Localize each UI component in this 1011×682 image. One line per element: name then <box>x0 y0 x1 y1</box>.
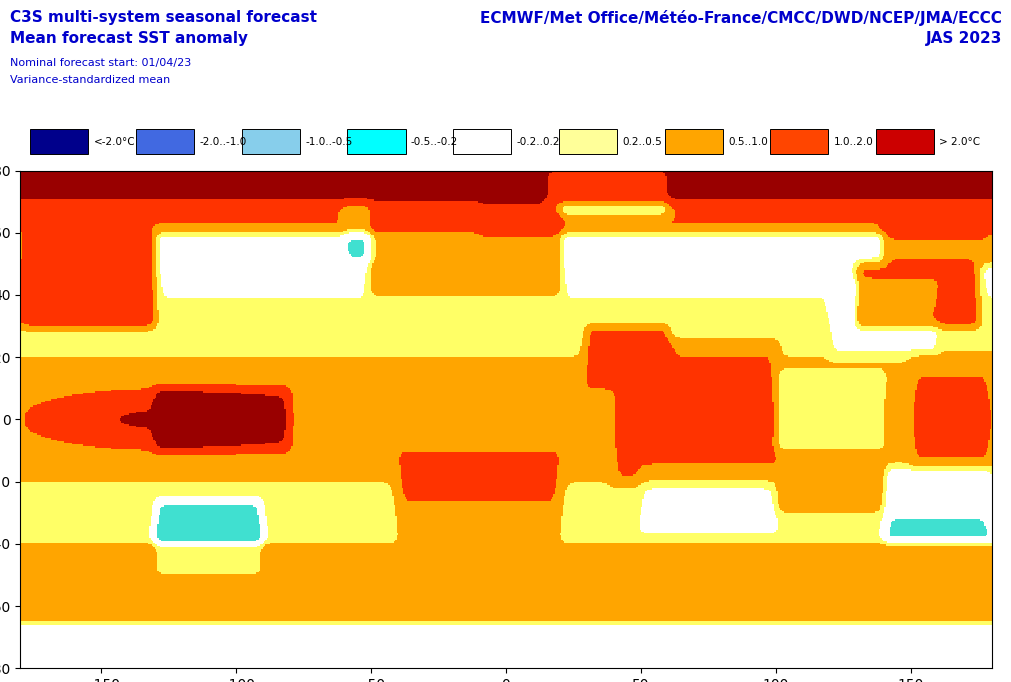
Text: C3S multi-system seasonal forecast: C3S multi-system seasonal forecast <box>10 10 316 25</box>
FancyBboxPatch shape <box>769 129 828 154</box>
FancyBboxPatch shape <box>558 129 617 154</box>
FancyBboxPatch shape <box>242 129 299 154</box>
Text: -1.0..-0.5: -1.0..-0.5 <box>305 136 352 147</box>
Text: Mean forecast SST anomaly: Mean forecast SST anomaly <box>10 31 248 46</box>
FancyBboxPatch shape <box>664 129 722 154</box>
Text: -2.0..-1.0: -2.0..-1.0 <box>199 136 247 147</box>
Text: Nominal forecast start: 01/04/23: Nominal forecast start: 01/04/23 <box>10 58 191 68</box>
Text: -0.2..0.2: -0.2..0.2 <box>516 136 559 147</box>
FancyBboxPatch shape <box>453 129 511 154</box>
Text: JAS 2023: JAS 2023 <box>925 31 1001 46</box>
FancyBboxPatch shape <box>30 129 88 154</box>
Text: > 2.0°C: > 2.0°C <box>938 136 980 147</box>
Text: ECMWF/Met Office/Météo-France/CMCC/DWD/NCEP/JMA/ECCC: ECMWF/Met Office/Météo-France/CMCC/DWD/N… <box>479 10 1001 26</box>
Text: -0.5..-0.2: -0.5..-0.2 <box>410 136 458 147</box>
Text: 0.5..1.0: 0.5..1.0 <box>727 136 767 147</box>
Text: 0.2..0.5: 0.2..0.5 <box>622 136 661 147</box>
FancyBboxPatch shape <box>135 129 194 154</box>
FancyBboxPatch shape <box>876 129 933 154</box>
FancyBboxPatch shape <box>347 129 405 154</box>
Text: 1.0..2.0: 1.0..2.0 <box>833 136 872 147</box>
Text: Variance-standardized mean: Variance-standardized mean <box>10 75 170 85</box>
Text: <-2.0°C: <-2.0°C <box>94 136 135 147</box>
